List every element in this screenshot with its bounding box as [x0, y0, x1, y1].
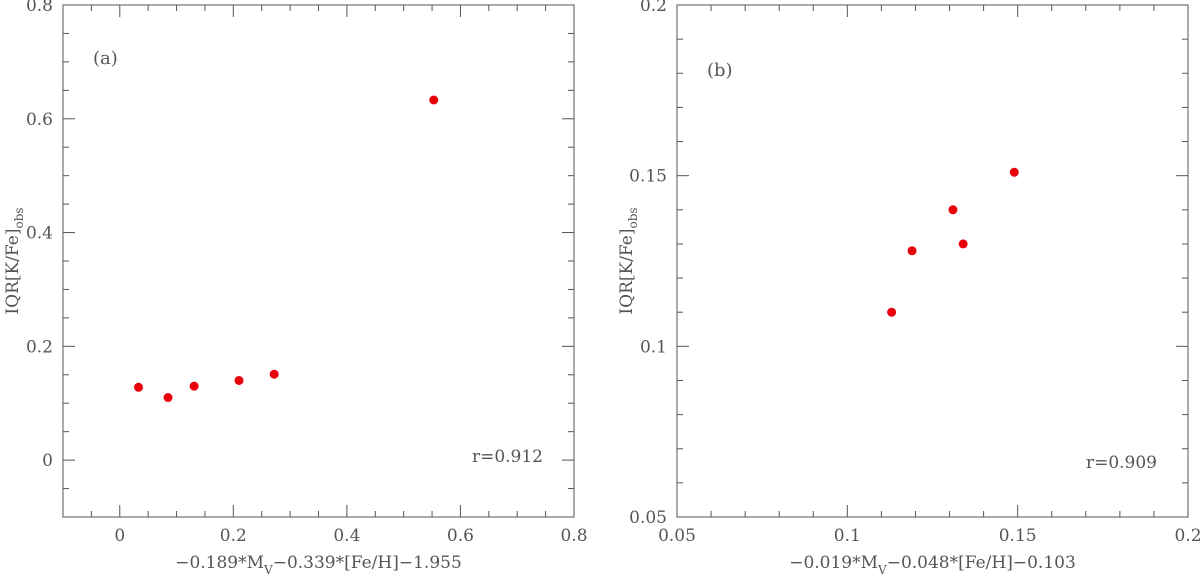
- plot-frame: [62, 4, 575, 518]
- data-point: [134, 382, 144, 392]
- x-tick-label: 0.1: [834, 526, 861, 546]
- y-tick-label: 0.1: [640, 337, 667, 357]
- y-tick-label: 0.05: [629, 508, 667, 528]
- panel-a: 0 0.2 0.4 0.6 0.8 0 0.2 0.4 0.6 0.8 −0.189*MV−0.33…: [3, 0, 588, 575]
- data-point: [1009, 167, 1019, 177]
- data-point: [234, 375, 244, 385]
- plot-frame: [676, 4, 1189, 518]
- x-tick-label: 0.15: [999, 526, 1037, 546]
- correlation-annotation: r=0.912: [472, 447, 543, 467]
- data-point: [948, 205, 958, 215]
- panel-label: (b): [707, 60, 733, 81]
- y-tick-label: 0.15: [629, 167, 667, 187]
- x-tick-label: 0.8: [560, 526, 587, 546]
- data-point: [907, 246, 917, 256]
- y-axis-label-part: IQR[K/Fe]: [617, 229, 637, 315]
- y-tick-label: 0.6: [26, 110, 53, 130]
- x-axis-label: −0.189*MV−0.339*[Fe/H]−1.955: [175, 553, 462, 575]
- panel-label: (a): [93, 48, 118, 69]
- data-point: [958, 239, 968, 249]
- correlation-annotation: r=0.909: [1086, 453, 1157, 473]
- x-tick-label: 0: [114, 526, 125, 546]
- data-point: [269, 369, 279, 379]
- x-tick-label: 0.6: [447, 526, 474, 546]
- x-axis-label-subscript: V: [263, 563, 273, 575]
- x-axis-label-part: −0.048*[Fe/H]−0.103: [887, 553, 1076, 573]
- y-tick-label: 0.4: [26, 224, 53, 244]
- panel-b: 0.05 0.1 0.15 0.2 0.05 0.1 0.15 0.2 −0.019*MV−0.…: [617, 0, 1200, 575]
- y-tick-label: 0.2: [640, 0, 667, 16]
- x-axis-label: −0.019*MV−0.048*[Fe/H]−0.103: [789, 553, 1076, 575]
- y-tick-label: 0: [42, 451, 53, 471]
- x-axis-label-part: −0.019*M: [789, 553, 878, 573]
- y-tick-label: 0.8: [26, 0, 53, 16]
- x-axis-label-part: −0.339*[Fe/H]−1.955: [273, 553, 462, 573]
- y-tick-label: 0.2: [26, 337, 53, 357]
- data-point: [429, 95, 439, 105]
- x-tick-label: 0.4: [333, 526, 360, 546]
- y-axis-label: IQR[K/Fe]obs: [3, 207, 26, 314]
- x-axis-label-part: −0.189*M: [175, 553, 264, 573]
- x-tick-label: 0.2: [220, 526, 247, 546]
- y-axis-label: IQR[K/Fe]obs: [617, 207, 640, 314]
- data-point: [887, 307, 897, 317]
- x-axis-label-subscript: V: [877, 563, 887, 575]
- x-tick-label: 0.05: [658, 526, 696, 546]
- y-axis-label-subscript: obs: [626, 207, 640, 228]
- data-point: [189, 381, 199, 391]
- data-point: [163, 393, 173, 403]
- x-tick-label: 0.2: [1174, 526, 1200, 546]
- y-axis-label-subscript: obs: [12, 207, 26, 228]
- y-axis-label-part: IQR[K/Fe]: [3, 229, 23, 315]
